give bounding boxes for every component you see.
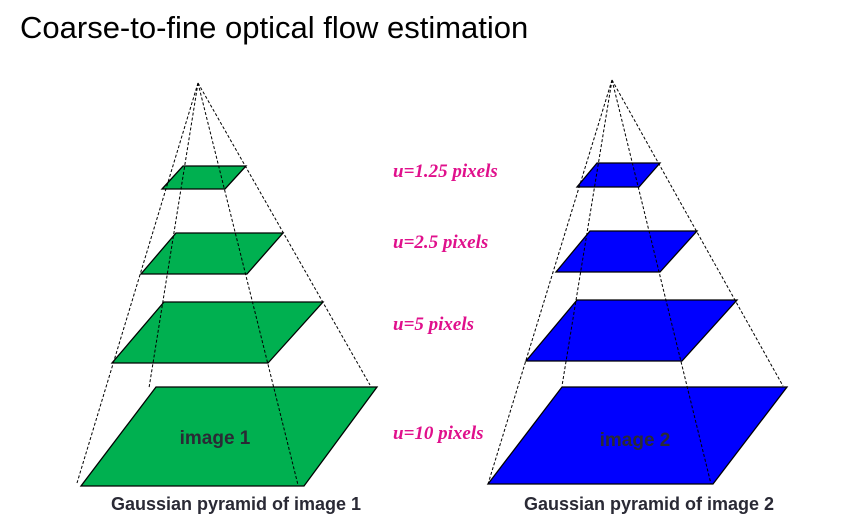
pyramid1-caption: Gaussian pyramid of image 1 [111,494,361,514]
pyramid2-edge-front [611,79,712,485]
pyramid2-caption: Gaussian pyramid of image 2 [524,494,774,514]
pyramid1-level-2 [139,232,285,275]
pyramid1-edge-right [197,82,371,386]
pyramid1-edge-back [148,82,199,389]
pyramid2-edge-back [561,79,613,387]
image-1-label: image 1 [180,428,251,449]
pyramid2-edge-left [487,79,613,485]
pyramid1-level-4 [79,386,379,487]
pyramid2-level-2 [554,230,699,273]
pyramid1-edge-front [197,82,299,486]
image-2-label: image 2 [600,430,671,451]
pyramid2-level-4 [486,386,789,485]
pyramid2-level-3 [524,299,739,362]
pyramid-image-1: image 1 Gaussian pyramid of image 1 [76,82,379,514]
pyramid2-level-1 [575,162,662,188]
pyramid-image-2: image 2 Gaussian pyramid of image 2 [486,79,789,514]
pyramid1-level-3 [110,301,325,364]
level-3-label: u=5 pixels [393,314,474,335]
pyramid2-edge-right [611,79,784,387]
level-4-label: u=10 pixels [393,423,484,444]
level-labels: u=1.25 pixels u=2.5 pixels u=5 pixels u=… [393,161,498,444]
slide-title: Coarse-to-fine optical flow estimation [20,10,528,45]
level-2-label: u=2.5 pixels [393,232,488,253]
pyramid1-level-1 [160,165,248,190]
level-1-label: u=1.25 pixels [393,161,498,182]
